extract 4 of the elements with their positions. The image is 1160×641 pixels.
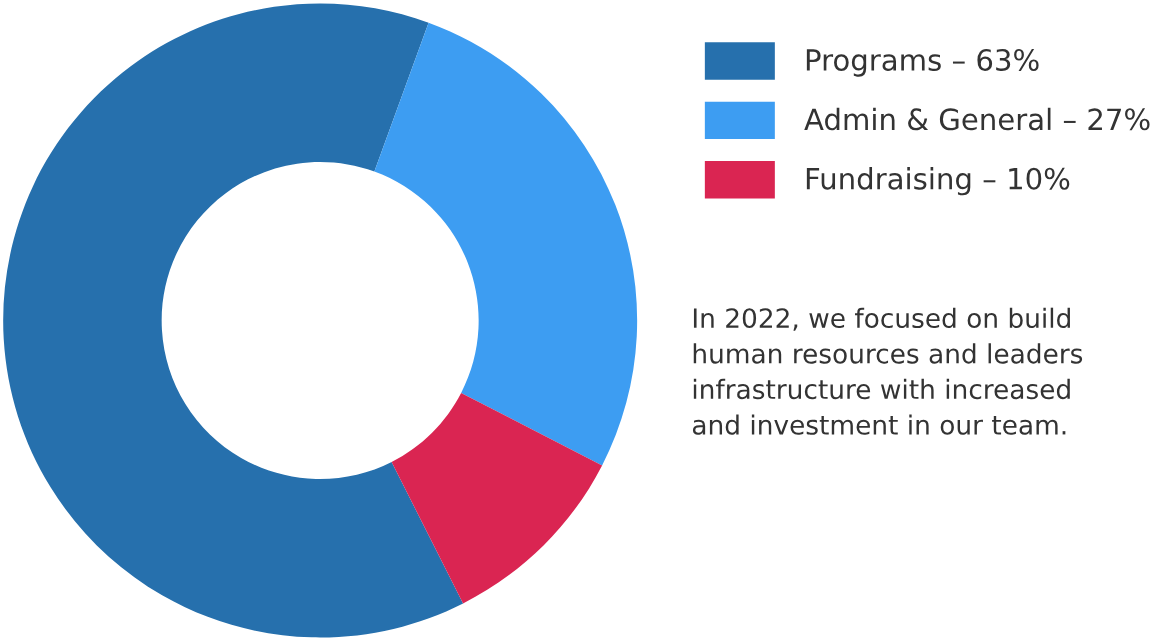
legend-label: Fundraising – 10% (806, 167, 1070, 196)
legend-label: Programs – 63% (806, 48, 1039, 77)
text: In 2022, we focused on build human resources and leaders infrastructure with increased and investment in our team. (692, 307, 1083, 435)
legend-label: Admin & General – 27% (804, 107, 1150, 131)
